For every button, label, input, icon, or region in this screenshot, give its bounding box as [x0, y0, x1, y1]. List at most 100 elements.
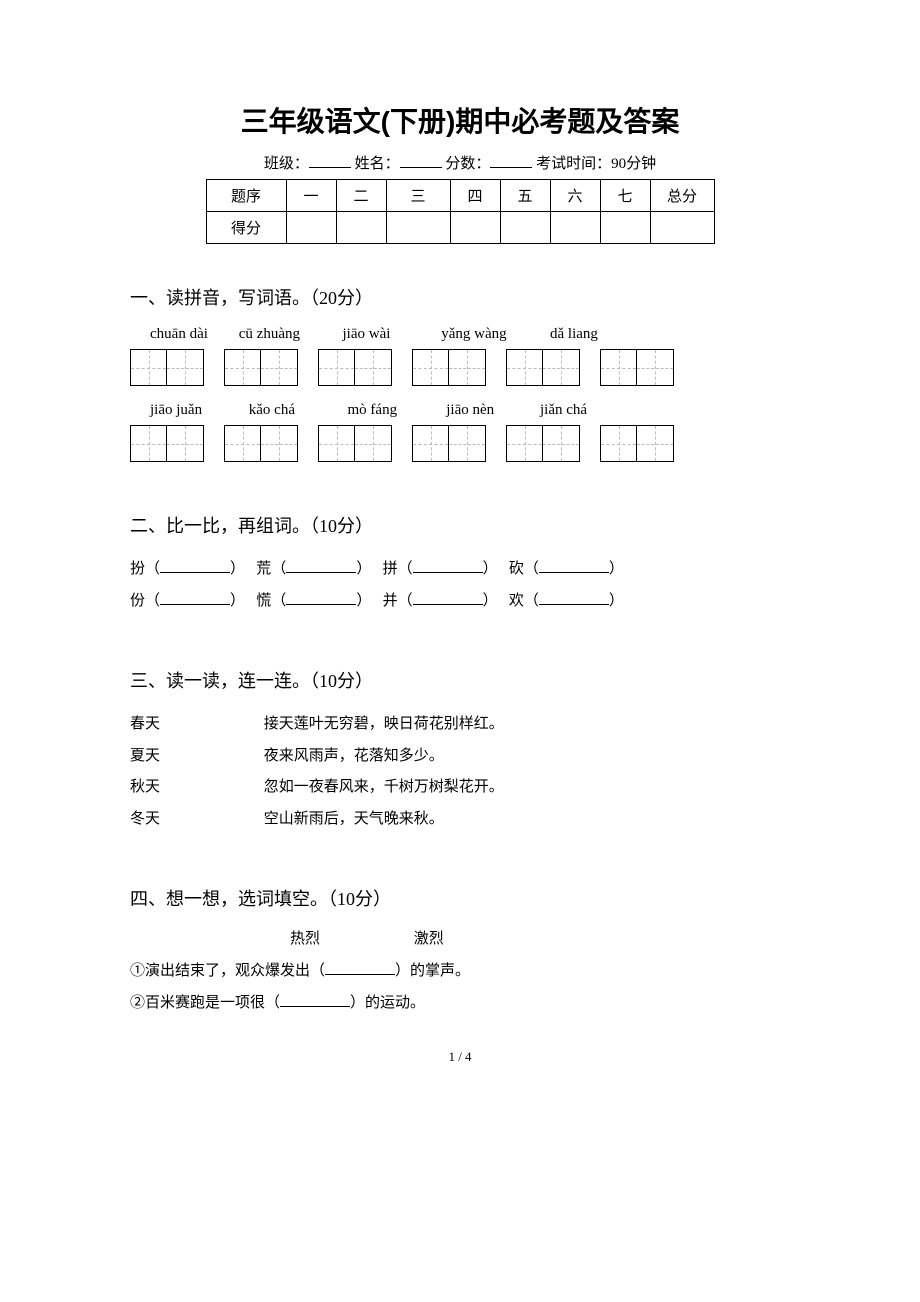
- fill-word-2: 激烈: [414, 927, 444, 948]
- score-cell[interactable]: [500, 212, 550, 244]
- score-col-5: 五: [500, 180, 550, 212]
- pinyin-item: dǎ liang: [550, 326, 598, 343]
- fill-pre: ②百米赛跑是一项很（: [130, 995, 280, 1011]
- compare-blank[interactable]: [413, 604, 483, 605]
- char-box-pair[interactable]: [130, 349, 204, 386]
- compare-blank[interactable]: [286, 604, 356, 605]
- compare-char: 扮: [130, 561, 145, 577]
- score-cell[interactable]: [600, 212, 650, 244]
- compare-char: 砍: [509, 561, 524, 577]
- connect-row: 春天 接天莲叶无穷碧，映日荷花别样红。: [130, 709, 790, 741]
- boxes-row-2: [130, 425, 790, 462]
- compare-blank[interactable]: [286, 572, 356, 573]
- connect-row: 冬天 空山新雨后，天气晚来秋。: [130, 804, 790, 836]
- section4-title: 四、想一想，选词填空。（10分）: [130, 885, 790, 911]
- connect-row: 秋天 忽如一夜春风来，千树万树梨花开。: [130, 772, 790, 804]
- score-header: 题序: [206, 180, 286, 212]
- score-table: 题序 一 二 三 四 五 六 七 总分 得分: [206, 179, 715, 244]
- compare-blank[interactable]: [160, 572, 230, 573]
- pinyin-item: cū zhuàng: [239, 326, 339, 343]
- connect-row: 夏天 夜来风雨声，花落知多少。: [130, 741, 790, 773]
- page-title: 三年级语文(下册)期中必考题及答案: [130, 100, 790, 140]
- fill-word-1: 热烈: [290, 927, 410, 948]
- fill-line-2: ②百米赛跑是一项很（ ）的运动。: [130, 988, 790, 1020]
- compare-char: 并: [383, 593, 398, 609]
- compare-char: 欢: [509, 593, 524, 609]
- char-box-pair[interactable]: [318, 349, 392, 386]
- pinyin-item: yǎng wàng: [441, 326, 546, 343]
- char-box-pair[interactable]: [412, 425, 486, 462]
- compare-char: 荒: [256, 561, 271, 577]
- char-box-pair[interactable]: [600, 425, 674, 462]
- connect-right: 空山新雨后，天气晚来秋。: [264, 811, 444, 827]
- compare-row-2: 份（） 慌（） 并（） 欢（）: [130, 586, 790, 618]
- connect-left: 冬天: [130, 804, 260, 836]
- compare-row-1: 扮（） 荒（） 拼（） 砍（）: [130, 554, 790, 586]
- compare-blank[interactable]: [539, 604, 609, 605]
- score-cell[interactable]: [650, 212, 714, 244]
- score-cell[interactable]: [386, 212, 450, 244]
- pinyin-item: chuān dài: [150, 326, 235, 343]
- pinyin-item: kǎo chá: [249, 402, 344, 419]
- char-box-pair[interactable]: [318, 425, 392, 462]
- char-box-pair[interactable]: [506, 425, 580, 462]
- score-label: 分数：: [445, 156, 490, 172]
- pinyin-row-2: jiāo juǎn kǎo chá mò fáng jiāo nèn jiǎn …: [150, 402, 790, 419]
- pinyin-item: jiāo nèn: [446, 402, 536, 419]
- char-box-pair[interactable]: [224, 425, 298, 462]
- score-col-6: 六: [550, 180, 600, 212]
- score-col-7: 七: [600, 180, 650, 212]
- page-number: 1 / 4: [130, 1049, 790, 1065]
- score-col-3: 三: [386, 180, 450, 212]
- char-box-pair[interactable]: [412, 349, 486, 386]
- char-box-pair[interactable]: [600, 349, 674, 386]
- subtitle-row: 班级： 姓名： 分数： 考试时间：90分钟: [130, 152, 790, 173]
- char-box-pair[interactable]: [506, 349, 580, 386]
- name-blank[interactable]: [400, 153, 442, 168]
- pinyin-row-1: chuān dài cū zhuàng jiāo wài yǎng wàng d…: [150, 326, 790, 343]
- connect-left: 春天: [130, 709, 260, 741]
- score-row2-label: 得分: [206, 212, 286, 244]
- name-label: 姓名：: [355, 156, 400, 172]
- score-cell[interactable]: [450, 212, 500, 244]
- score-col-1: 一: [286, 180, 336, 212]
- connect-left: 夏天: [130, 741, 260, 773]
- pinyin-item: jiǎn chá: [540, 402, 587, 419]
- score-col-4: 四: [450, 180, 500, 212]
- boxes-row-1: [130, 349, 790, 386]
- char-box-pair[interactable]: [224, 349, 298, 386]
- score-col-2: 二: [336, 180, 386, 212]
- connect-right: 接天莲叶无穷碧，映日荷花别样红。: [264, 716, 504, 732]
- class-label: 班级：: [264, 156, 309, 172]
- section2-title: 二、比一比，再组词。（10分）: [130, 512, 790, 538]
- compare-blank[interactable]: [539, 572, 609, 573]
- score-cell[interactable]: [550, 212, 600, 244]
- time-label: 考试时间：90分钟: [536, 156, 656, 172]
- fill-post: ）的掌声。: [395, 963, 470, 979]
- compare-char: 拼: [383, 561, 398, 577]
- fill-line-1: ①演出结束了，观众爆发出（ ）的掌声。: [130, 956, 790, 988]
- pinyin-item: jiāo juǎn: [150, 402, 245, 419]
- compare-char: 慌: [256, 593, 271, 609]
- compare-blank[interactable]: [160, 604, 230, 605]
- section3-title: 三、读一读，连一连。（10分）: [130, 667, 790, 693]
- compare-blank[interactable]: [413, 572, 483, 573]
- pinyin-item: jiāo wài: [343, 326, 438, 343]
- score-col-total: 总分: [650, 180, 714, 212]
- fill-blank[interactable]: [280, 1006, 350, 1007]
- char-box-pair[interactable]: [130, 425, 204, 462]
- compare-char: 份: [130, 593, 145, 609]
- class-blank[interactable]: [309, 153, 351, 168]
- fill-post: ）的运动。: [350, 995, 425, 1011]
- score-blank[interactable]: [490, 153, 532, 168]
- connect-right: 忽如一夜春风来，千树万树梨花开。: [264, 779, 504, 795]
- fill-words: 热烈 激烈: [290, 927, 790, 948]
- fill-pre: ①演出结束了，观众爆发出（: [130, 963, 325, 979]
- pinyin-item: mò fáng: [348, 402, 443, 419]
- section1-title: 一、读拼音，写词语。（20分）: [130, 284, 790, 310]
- score-cell[interactable]: [336, 212, 386, 244]
- connect-left: 秋天: [130, 772, 260, 804]
- fill-blank[interactable]: [325, 974, 395, 975]
- score-cell[interactable]: [286, 212, 336, 244]
- connect-right: 夜来风雨声，花落知多少。: [264, 748, 444, 764]
